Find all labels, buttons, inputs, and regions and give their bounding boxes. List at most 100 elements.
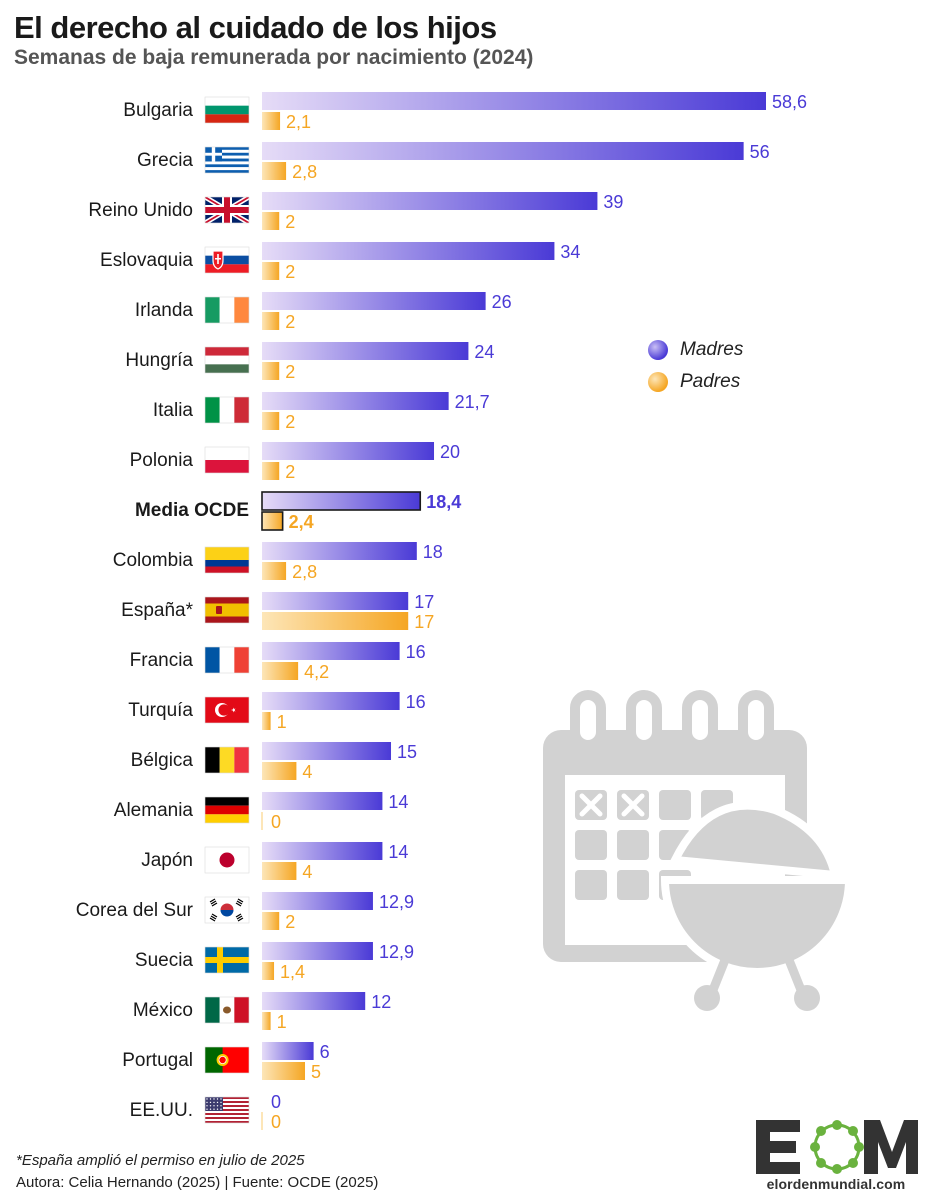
data-label-padres: 4,2 (304, 662, 329, 682)
bar-madres (262, 942, 373, 960)
category-label: España* (121, 600, 193, 621)
data-label-madres: 34 (560, 242, 580, 262)
category-label: Alemania (114, 800, 194, 821)
data-label-padres: 2 (285, 462, 295, 482)
chart-row-6: Italia 21,7 2 (153, 392, 490, 432)
flag-italy-icon (204, 396, 250, 424)
bar-padres (262, 462, 280, 480)
chart-row-17: Suecia 12,9 1,4 (135, 942, 414, 982)
category-label: Grecia (137, 150, 193, 171)
data-label-padres: 2,1 (286, 112, 311, 132)
data-label-madres: 17 (414, 592, 434, 612)
flag-colombia-icon (204, 546, 250, 574)
flag-mexico-icon (204, 996, 250, 1024)
eom-logo: elordenmundial.com (752, 1116, 920, 1194)
bar-padres (262, 712, 271, 730)
data-label-madres: 16 (406, 692, 426, 712)
credits: Autora: Celia Hernando (2025) | Fuente: … (16, 1174, 379, 1191)
bar-madres (262, 792, 383, 810)
category-label: Francia (130, 650, 194, 671)
data-label-madres: 0 (271, 1092, 281, 1112)
data-label-madres: 14 (388, 842, 408, 862)
data-label-padres: 0 (271, 1112, 281, 1132)
chart-row-11: Francia 16 4,2 (130, 642, 426, 682)
bar-padres (262, 262, 280, 280)
chart-row-15: Japón 14 4 (141, 842, 408, 882)
category-label: Eslovaquia (100, 250, 193, 271)
data-label-padres: 2 (285, 912, 295, 932)
bar-chart: Bulgaria 58,6 2,1 Grecia 56 2,8 Reino Unido 39 2… (76, 92, 807, 1132)
flag-germany-icon (204, 796, 250, 824)
data-label-padres: 4 (302, 862, 312, 882)
data-label-madres: 20 (440, 442, 460, 462)
data-label-padres: 2 (285, 212, 295, 232)
category-label: Suecia (135, 950, 194, 971)
chart-row-14: Alemania 14 0 (114, 792, 408, 832)
data-label-padres: 1 (277, 712, 287, 732)
data-label-padres: 2 (285, 412, 295, 432)
data-label-madres: 24 (474, 342, 494, 362)
bar-madres (262, 442, 435, 460)
data-label-madres: 21,7 (455, 392, 490, 412)
bar-madres (262, 342, 469, 360)
chart-subtitle: Semanas de baja remunerada por nacimient… (14, 46, 534, 69)
chart-row-16: Corea del Sur 12,9 2 (76, 892, 414, 932)
eom-logo-url: elordenmundial.com (766, 1176, 906, 1192)
data-label-padres: 1 (277, 1012, 287, 1032)
category-label: EE.UU. (130, 1100, 193, 1121)
bar-madres (262, 392, 449, 410)
data-label-padres: 17 (414, 612, 434, 632)
bar-padres (262, 612, 409, 630)
flag-portugal-icon (204, 1046, 250, 1074)
chart-row-7: Polonia 20 2 (130, 442, 460, 482)
bar-madres (262, 242, 555, 260)
bar-padres (262, 312, 280, 330)
data-label-madres: 39 (603, 192, 623, 212)
category-label: Portugal (122, 1050, 193, 1071)
chart-row-13: Bélgica 15 4 (131, 742, 417, 782)
chart-row-12: Turquía 16 1 (128, 692, 426, 732)
calendar-and-bbq-grill-icon (543, 690, 854, 1011)
data-label-madres: 12,9 (379, 892, 414, 912)
flag-usa-icon (204, 1096, 250, 1124)
flag-bulgaria-icon (204, 96, 250, 124)
bar-padres (262, 412, 280, 430)
bar-padres (262, 962, 275, 980)
data-label-madres: 18 (423, 542, 443, 562)
category-label: Irlanda (135, 300, 194, 321)
flag-sweden-icon (204, 946, 250, 974)
flag-spain-icon (204, 596, 250, 624)
flag-hungary-icon (204, 346, 250, 374)
bar-padres (262, 762, 297, 780)
data-label-madres: 58,6 (772, 92, 807, 112)
bar-padres (262, 362, 280, 380)
bar-madres (262, 92, 766, 110)
flag-turkey-icon (204, 696, 250, 724)
data-label-padres: 0 (271, 812, 281, 832)
chart-row-3: Eslovaquia 34 2 (100, 242, 580, 282)
data-label-padres: 2 (285, 362, 295, 382)
flag-poland-icon (204, 446, 250, 474)
chart-row-18: México 12 1 (133, 992, 391, 1032)
bar-madres (262, 742, 392, 760)
data-label-padres: 2,8 (292, 162, 317, 182)
bar-madres (262, 642, 400, 660)
category-label: Hungría (125, 350, 193, 371)
bar-madres (262, 192, 598, 210)
bar-padres (262, 212, 280, 230)
chart-legend: Madres Padres (648, 334, 743, 398)
chart-row-20: EE.UU. 00 (130, 1092, 281, 1132)
data-label-madres: 26 (492, 292, 512, 312)
eom-logo-mark (756, 1120, 918, 1174)
chart-row-5: Hungría 24 2 (125, 342, 494, 382)
legend-label-padres: Padres (680, 371, 741, 392)
data-label-madres: 16 (406, 642, 426, 662)
bar-padres (262, 1012, 271, 1030)
flag-ireland-icon (204, 296, 250, 324)
data-label-padres: 2,8 (292, 562, 317, 582)
chart-row-1: Grecia 56 2,8 (137, 142, 770, 182)
category-label: Bulgaria (123, 100, 193, 121)
legend-label-madres: Madres (680, 339, 744, 360)
chart-row-19: Portugal 65 (122, 1042, 330, 1082)
category-label: Japón (141, 850, 193, 871)
